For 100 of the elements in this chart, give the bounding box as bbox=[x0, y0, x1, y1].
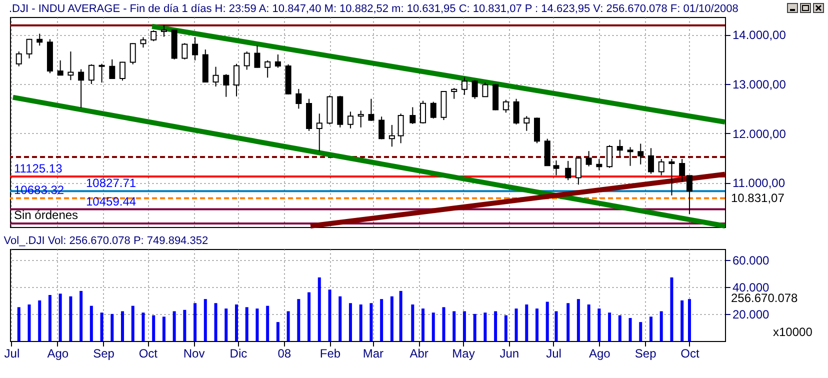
bar bbox=[297, 299, 300, 341]
x-tick-label: Dic bbox=[230, 346, 248, 360]
candlestick bbox=[606, 144, 613, 168]
candlestick bbox=[160, 24, 167, 38]
candlestick bbox=[388, 124, 395, 148]
bar bbox=[286, 311, 290, 341]
bar bbox=[194, 303, 197, 341]
candlestick bbox=[223, 74, 230, 98]
bar bbox=[100, 312, 104, 341]
candlestick bbox=[451, 87, 458, 100]
candlestick bbox=[627, 146, 634, 166]
x-tick-label: Ago bbox=[47, 346, 69, 360]
bar bbox=[338, 296, 342, 341]
bar bbox=[411, 304, 414, 341]
candlestick bbox=[98, 63, 105, 84]
y-tick-label: 20.000 bbox=[732, 307, 770, 322]
x-tick-label: Nov bbox=[183, 346, 205, 360]
bar bbox=[214, 303, 218, 341]
candlestick bbox=[36, 33, 43, 46]
candlestick bbox=[296, 88, 302, 110]
candlestick bbox=[316, 113, 322, 152]
candlestick bbox=[648, 148, 654, 174]
bar bbox=[608, 312, 612, 341]
x-tick-label: May bbox=[452, 346, 475, 360]
candlestick bbox=[378, 116, 385, 140]
candlestick bbox=[264, 60, 271, 78]
candlestick bbox=[182, 42, 188, 60]
candlestick bbox=[233, 63, 240, 97]
candlestick bbox=[430, 101, 436, 120]
bar bbox=[28, 304, 31, 341]
candlestick bbox=[192, 36, 198, 61]
x-tick-label: Sep bbox=[634, 346, 657, 360]
candlestick bbox=[88, 64, 94, 85]
bar bbox=[370, 303, 373, 341]
bar bbox=[266, 306, 270, 341]
bar bbox=[566, 303, 570, 341]
bar bbox=[432, 312, 435, 341]
bar bbox=[58, 294, 62, 341]
bar bbox=[462, 311, 466, 341]
x-tick-label: Jun bbox=[500, 346, 520, 360]
bar bbox=[90, 306, 93, 341]
y-tick-label: 60.000 bbox=[732, 253, 770, 268]
bar bbox=[494, 311, 498, 341]
bar bbox=[142, 312, 145, 341]
candlestick bbox=[358, 110, 364, 128]
bar bbox=[69, 296, 72, 341]
bar bbox=[256, 308, 259, 341]
candlestick bbox=[553, 160, 560, 176]
x-tick-label: Sep bbox=[93, 346, 115, 360]
bar bbox=[390, 296, 394, 341]
candlestick bbox=[78, 68, 84, 108]
candlestick bbox=[150, 30, 157, 42]
bar bbox=[422, 308, 425, 341]
bar bbox=[639, 322, 642, 341]
candlestick bbox=[140, 36, 146, 48]
candlestick bbox=[68, 51, 74, 81]
bar bbox=[576, 299, 580, 341]
candlestick bbox=[502, 99, 509, 114]
candlestick bbox=[565, 160, 572, 181]
bar bbox=[183, 310, 186, 341]
candlestick bbox=[410, 106, 416, 124]
bar bbox=[546, 302, 549, 341]
y-tick-label: 12.000,00 bbox=[732, 126, 786, 141]
bar bbox=[399, 290, 402, 341]
candlestick bbox=[575, 156, 582, 186]
bar bbox=[618, 315, 622, 341]
candlestick bbox=[16, 51, 22, 67]
candlestick bbox=[274, 54, 281, 68]
bar bbox=[308, 292, 311, 341]
bar bbox=[442, 307, 446, 341]
bar bbox=[628, 318, 632, 341]
candlestick bbox=[398, 113, 404, 144]
x-tick-label: 08 bbox=[278, 346, 292, 360]
candlestick bbox=[534, 117, 540, 144]
x-tick-label: Feb bbox=[320, 346, 341, 360]
bar bbox=[131, 306, 134, 341]
bar bbox=[162, 316, 166, 341]
bar bbox=[172, 311, 176, 341]
bar bbox=[473, 314, 476, 341]
y-tick-label: 11.000,00 bbox=[732, 176, 786, 190]
x-tick-label: Jul bbox=[546, 346, 562, 360]
text: x10000 bbox=[773, 325, 813, 339]
candlestick bbox=[57, 60, 64, 76]
bar bbox=[536, 308, 538, 341]
bar bbox=[121, 311, 124, 341]
bar bbox=[348, 303, 352, 341]
candlestick bbox=[616, 139, 623, 158]
bar bbox=[688, 299, 691, 341]
bar bbox=[359, 304, 362, 341]
bar bbox=[204, 299, 207, 341]
bar bbox=[38, 300, 42, 341]
x-tick-label: Abr bbox=[410, 346, 428, 360]
candlestick bbox=[26, 38, 32, 59]
candlestick bbox=[668, 158, 675, 196]
bar bbox=[504, 315, 508, 341]
candlestick bbox=[368, 98, 374, 122]
x-tick-label: Ago bbox=[588, 346, 611, 360]
candlestick bbox=[524, 116, 530, 132]
ref-line-label: 11125.13 bbox=[14, 161, 63, 176]
bar bbox=[525, 304, 528, 341]
